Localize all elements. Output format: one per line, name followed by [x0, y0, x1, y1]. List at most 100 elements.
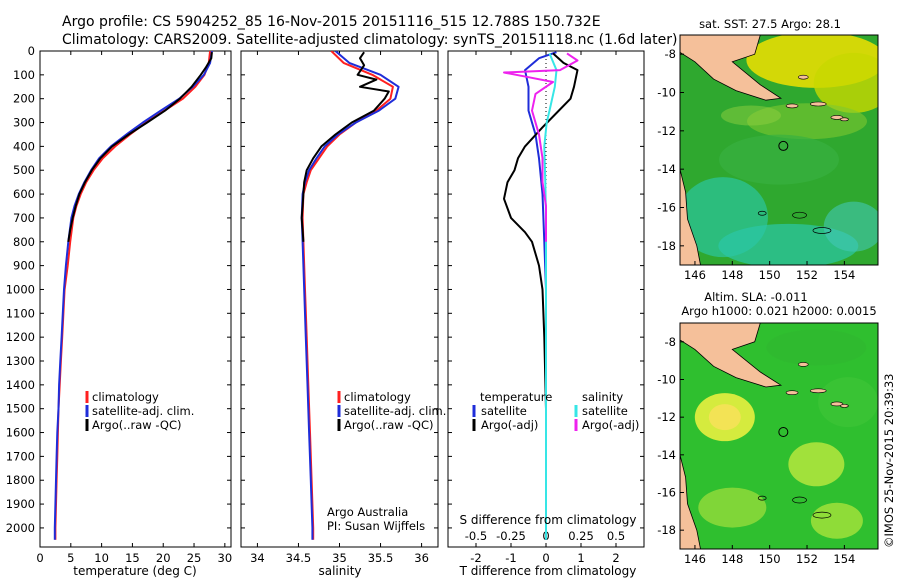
land-new-guinea — [680, 35, 783, 101]
y-tick-label: 0 — [28, 44, 35, 58]
y-tick-label: 800 — [13, 235, 35, 249]
series-line — [300, 51, 400, 540]
sst-map-title: sat. SST: 27.5 Argo: 28.1 — [699, 17, 841, 31]
sst-map: 146 148 150 152 154 -8 -10 -12 -14 -16 -18 — [657, 34, 879, 282]
temperature-legend: climatology satellite-adj. clim. Argo(..… — [85, 390, 194, 432]
sla-map-title-line1: Altim. SLA: -0.011 — [704, 290, 808, 304]
y-tick-label: 2000 — [6, 521, 35, 535]
y-tick-label: 500 — [13, 163, 35, 177]
map-lat-label: -14 — [657, 448, 676, 462]
x-tick-label: 10 — [94, 551, 109, 565]
legend-salinity-title: salinity — [582, 390, 623, 404]
map-field-blob — [708, 404, 741, 431]
map-lon-label: 154 — [833, 552, 855, 566]
top-tick-label: -0.25 — [496, 529, 526, 543]
map-lat-label: -10 — [657, 86, 676, 100]
y-tick-label: 1800 — [6, 473, 35, 487]
map-field-blob — [720, 105, 781, 126]
land-island — [830, 115, 844, 120]
map-lon-label: 154 — [833, 268, 855, 282]
map-lat-label: -8 — [665, 335, 676, 349]
map-lon-label: 148 — [721, 552, 743, 566]
x-tick-label: 30 — [218, 551, 233, 565]
argo-position-marker — [778, 427, 789, 438]
series-group — [503, 51, 579, 540]
x-tick-label: 35 — [332, 551, 347, 565]
legend-temperature-argo-label: Argo(-adj) — [481, 418, 538, 432]
y-tick-label: 1600 — [6, 426, 35, 440]
land-island — [785, 390, 799, 395]
reef-outline — [757, 210, 767, 216]
map-lat-label: -18 — [657, 523, 676, 537]
map-field-blob — [698, 487, 767, 528]
map-lat-label: -18 — [657, 239, 676, 253]
series-group — [53, 51, 213, 540]
x-tick-label: 34 — [250, 551, 265, 565]
legend-salinity-satellite-label: satellite — [582, 404, 628, 418]
x-tick-label: 35.5 — [368, 551, 394, 565]
map-lat-label: -16 — [657, 201, 676, 215]
sla-map: 146 148 150 152 154 -8 -10 -12 -14 -16 -18 — [657, 322, 879, 566]
y-tick-label: 400 — [13, 139, 35, 153]
map-lon-label: 146 — [684, 552, 706, 566]
map-field-blob — [719, 134, 839, 185]
series-line — [503, 52, 579, 242]
legend-salinity-argo-label: Argo(-adj) — [582, 418, 639, 432]
y-tick-label: 700 — [13, 211, 35, 225]
map-lon-label: 152 — [796, 552, 818, 566]
legend-climatology-label: climatology — [344, 390, 411, 404]
land-island — [797, 74, 809, 80]
land-new-guinea — [680, 323, 783, 388]
legend-climatology-label: climatology — [92, 390, 159, 404]
top-tick-label: 0.25 — [568, 529, 594, 543]
map-lon-label: 150 — [759, 268, 781, 282]
temperature-xlabel: temperature (deg C) — [73, 564, 196, 578]
legend-satellite-label: satellite-adj. clim. — [344, 404, 446, 418]
map-field-blob — [818, 377, 878, 428]
y-tick-label: 300 — [13, 116, 35, 130]
map-field-blob — [788, 442, 845, 487]
y-tick-label: 200 — [13, 92, 35, 106]
map-lon-label: 152 — [796, 268, 818, 282]
reef-outline — [792, 496, 807, 504]
map-frame — [679, 34, 879, 266]
map-field-blob — [810, 502, 863, 539]
map-frame — [679, 322, 879, 550]
map-field — [680, 35, 878, 265]
land-island — [797, 362, 809, 367]
land-australia — [680, 169, 701, 265]
x-tick-label: 0 — [36, 551, 43, 565]
land-island — [809, 388, 827, 394]
reef-outline — [792, 211, 807, 219]
figure-title-line1: Argo profile: CS 5904252_85 16-Nov-2015 … — [62, 14, 601, 30]
series-line — [67, 52, 213, 242]
map-lat-label: -12 — [657, 124, 676, 138]
y-tick-label: 1200 — [6, 330, 35, 344]
plot-frame — [240, 50, 439, 548]
y-tick-label: 1700 — [6, 449, 35, 463]
salinity-panel: 34 34.5 35 35.5 36 — [240, 50, 439, 565]
map-lon-label: 148 — [721, 268, 743, 282]
x-tick-label: 15 — [125, 551, 140, 565]
map-lon-label: 150 — [759, 552, 781, 566]
land-island — [840, 117, 849, 122]
y-tick-label: 600 — [13, 187, 35, 201]
salinity-xlabel: salinity — [318, 564, 361, 578]
temperature-panel: 0100200300400500600700800900100011001200… — [6, 44, 232, 565]
reef-outline — [757, 495, 767, 501]
difference-legend: temperature salinity satellite Argo(-adj… — [472, 390, 639, 432]
map-field-blob — [823, 201, 878, 252]
salinity-annotation-line2: PI: Susan Wijffels — [327, 519, 425, 533]
x-tick-label: -1 — [505, 551, 516, 565]
series-line — [543, 53, 558, 540]
map-field-blob — [813, 52, 878, 113]
x-tick-label: 36 — [414, 551, 429, 565]
series-line — [53, 51, 213, 540]
sla-map-title-line2: Argo h1000: 0.021 h2000: 0.0015 — [681, 304, 876, 318]
x-tick-label: 5 — [67, 551, 74, 565]
map-field-blob — [718, 223, 859, 265]
y-tick-label: 1500 — [6, 402, 35, 416]
legend-argo-label: Argo(..raw -QC) — [92, 418, 182, 432]
imos-credit: ©IMOS 25-Nov-2015 20:39:33 — [882, 374, 896, 548]
